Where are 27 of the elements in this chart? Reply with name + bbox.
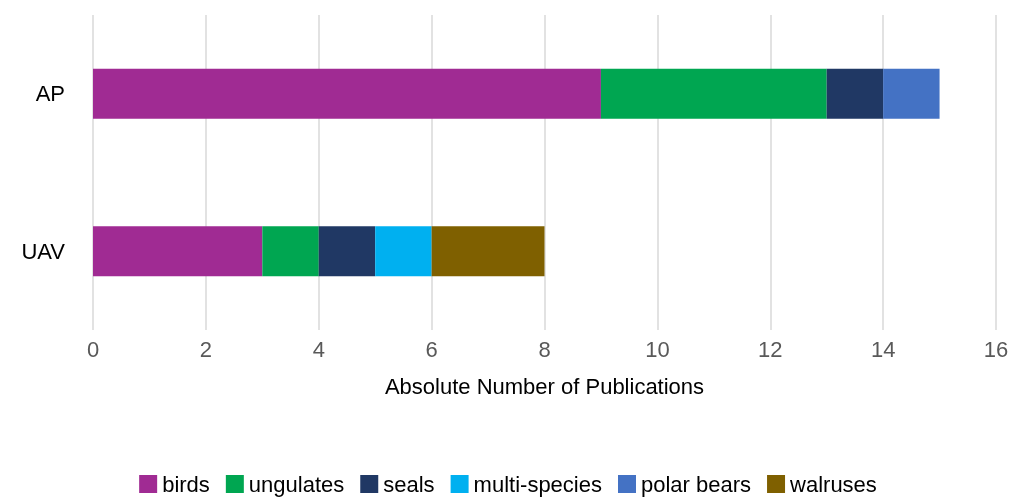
- x-tick-label: 14: [870, 336, 896, 362]
- x-tick-label: 4: [312, 336, 325, 362]
- x-tick-label: 0: [86, 336, 100, 362]
- bar: [600, 68, 827, 119]
- bar: [826, 68, 884, 119]
- legend-label: seals: [383, 471, 435, 497]
- bar: [883, 68, 940, 119]
- legend-label: birds: [162, 471, 210, 497]
- legend-label: ungulates: [248, 471, 345, 497]
- y-tick-label: AP: [35, 81, 65, 107]
- x-tick-label: 16: [983, 336, 1009, 362]
- legend-label: polar bears: [640, 471, 752, 497]
- x-tick-label: 12: [758, 336, 783, 362]
- bar: [93, 68, 601, 119]
- bar: [431, 226, 545, 277]
- legend-label: walruses: [789, 471, 877, 497]
- bar: [318, 226, 376, 277]
- x-tick-label: 6: [425, 336, 438, 362]
- legend-label: multi-species: [473, 471, 602, 497]
- bar: [262, 226, 319, 277]
- x-tick-label: 2: [199, 336, 212, 362]
- bar: [93, 226, 263, 277]
- bar: [375, 226, 432, 277]
- x-tick-label: 8: [538, 336, 551, 362]
- x-tick-label: 10: [645, 336, 670, 362]
- y-tick-label: UAV: [21, 238, 66, 264]
- x-axis-title: Absolute Number of Publications: [384, 373, 705, 399]
